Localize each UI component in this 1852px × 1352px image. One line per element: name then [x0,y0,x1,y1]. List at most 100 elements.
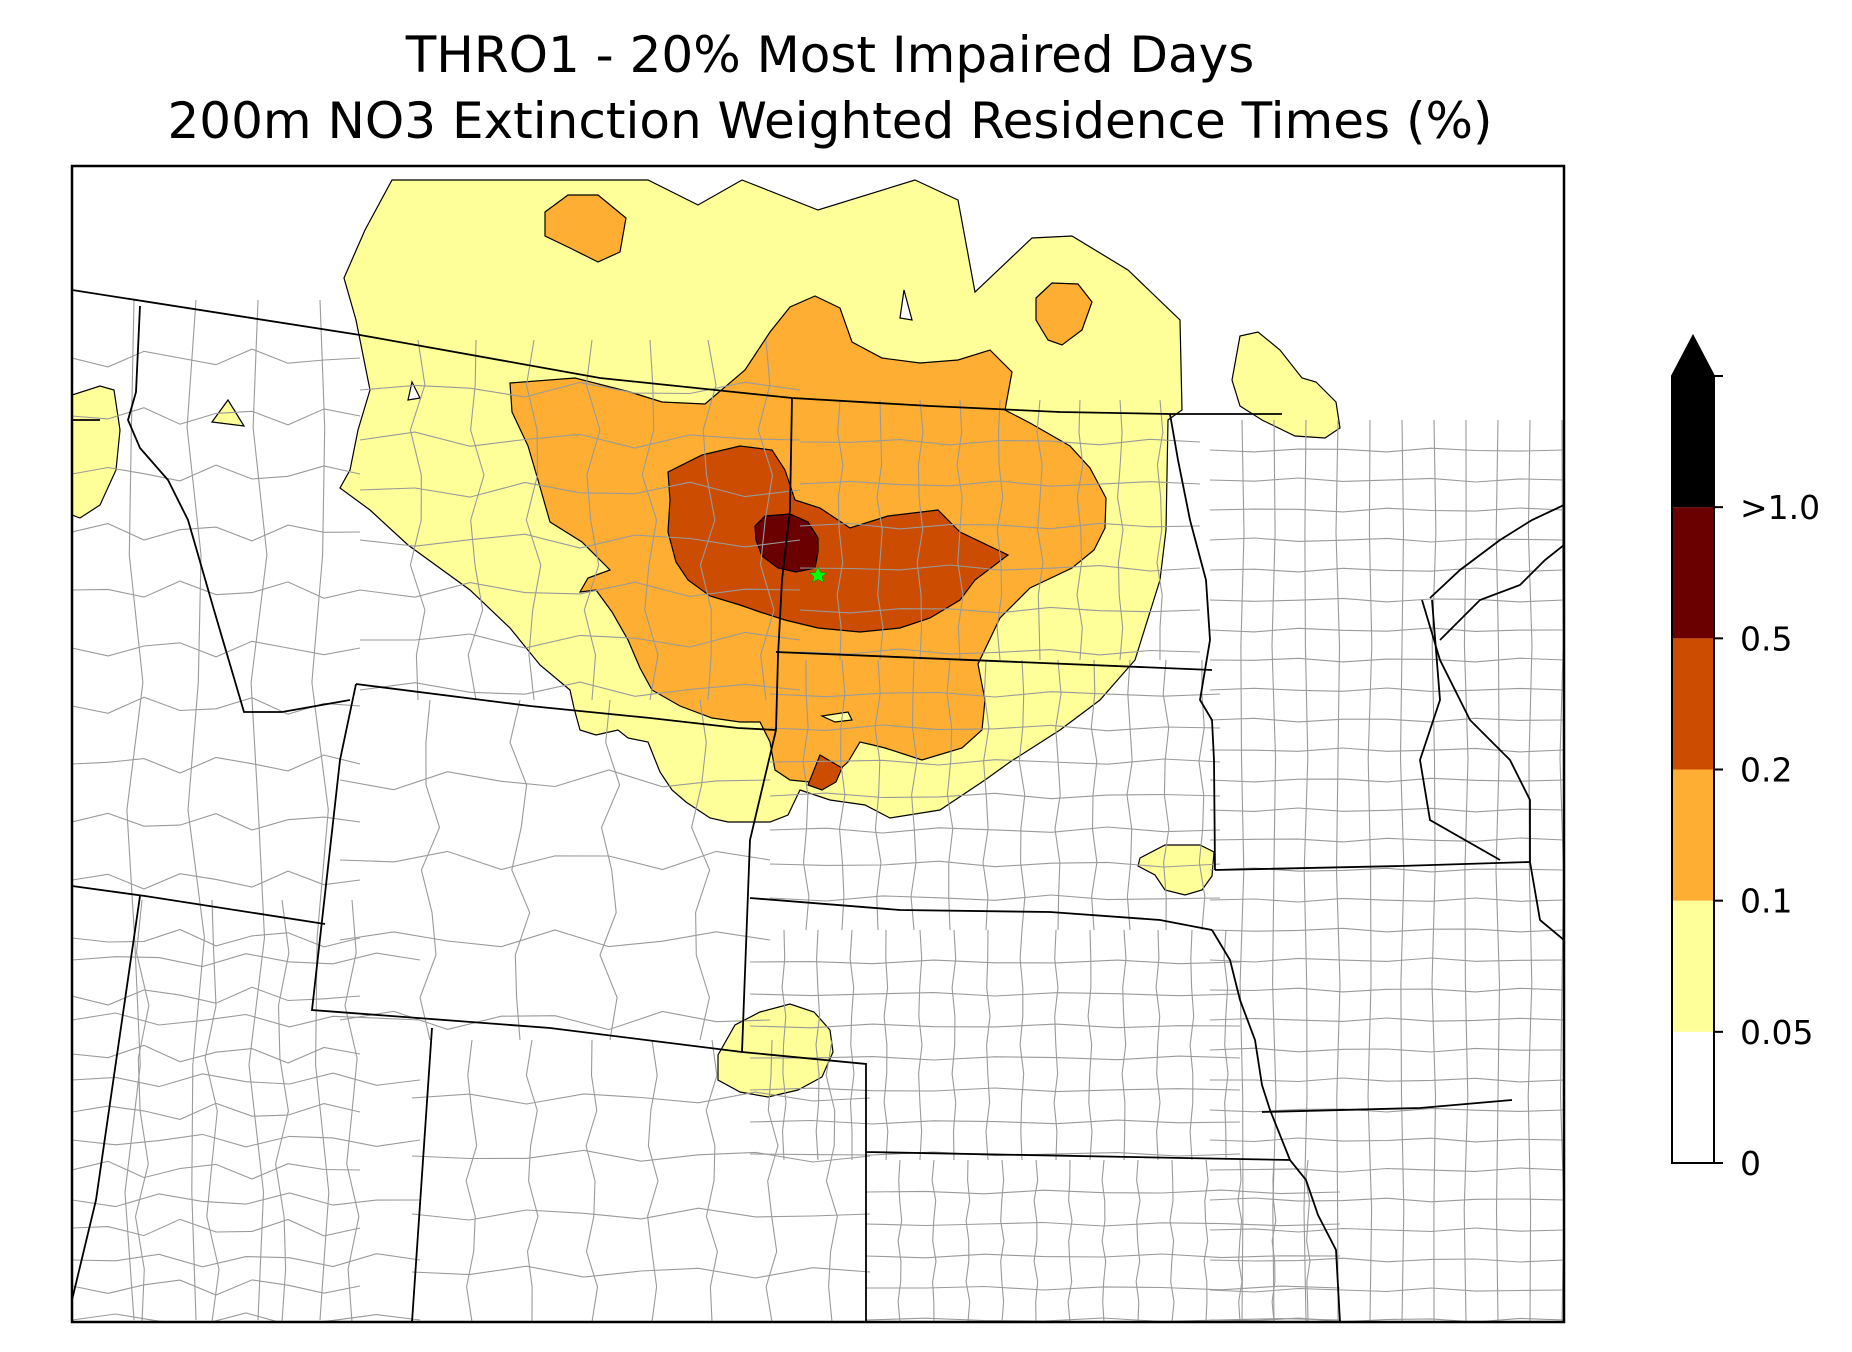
contour-0.05-east [1231,331,1341,439]
county-line [1209,957,1564,963]
utah-idaho-boundary [72,885,326,925]
county-line [1463,419,1469,1322]
county-line [72,464,361,482]
north-south-dakota-boundary [775,651,1213,671]
county-line [1033,1159,1039,1322]
county-line [359,681,801,697]
county-line [1209,567,1564,573]
county-line [799,522,1201,530]
county-line [1209,657,1564,663]
county-line [1209,897,1564,903]
county-line [134,899,150,1322]
county-line [72,1133,421,1148]
county-line [916,399,924,661]
county-line [124,299,144,1321]
county-line [1135,1159,1141,1322]
county-line [691,699,711,1041]
county-line [769,860,1221,868]
county-line [583,339,601,701]
county-line [1209,1227,1564,1233]
county-line [897,1159,903,1322]
county-line [1169,1159,1175,1322]
colorado-utah-boundary [411,1027,433,1322]
county-line [647,1039,659,1322]
county-line [72,754,361,774]
county-line [1209,1257,1564,1263]
county-line [883,929,889,1161]
county-line [1210,1077,1564,1083]
county-line [1239,419,1245,1322]
county-line [599,699,621,1041]
colorbar-tick-label: 0.2 [1740,751,1792,790]
county-line [799,648,1201,656]
county-line [1431,419,1437,1322]
county-line [836,399,844,661]
county-line [799,438,1201,446]
county-line [1209,1017,1564,1022]
county-line [525,1039,539,1322]
canada-border [72,289,1282,415]
county-line [72,348,361,368]
county-line [749,959,1241,965]
county-line [1018,659,1026,931]
county-line [186,299,205,1321]
title-line-1: THRO1 - 20% Most Impaired Days [405,26,1255,84]
county-line [467,339,485,701]
county-line [1209,1167,1564,1173]
map-title: THRO1 - 20% Most Impaired Days 200m NO3 … [0,22,1660,154]
county-line [72,952,421,968]
county-line [585,1039,599,1322]
county-line [359,431,801,449]
county-line [769,758,1221,766]
county-line [799,480,1201,487]
county-line [248,299,268,1321]
montana-idaho-boundary [127,305,351,713]
county-line [1209,1047,1564,1053]
county-line [419,699,441,1041]
county-line [951,929,957,1161]
county-line [1054,659,1062,931]
colorbar-band-1 [1672,900,1714,1032]
county-line [1036,399,1044,661]
state-boundaries [72,289,1564,1322]
county-line [339,929,771,948]
county-line [1367,419,1373,1322]
county-line [1209,1317,1564,1322]
county-line [1203,1159,1209,1322]
iowa-missouri-boundary [1261,1099,1513,1113]
county-line [1209,507,1564,513]
county-line [1209,807,1564,813]
county-line [996,399,1004,661]
county-line [874,659,882,931]
missouri-river-boundary [1211,929,1341,1322]
county-line [802,659,810,931]
county-boundaries [72,299,1564,1322]
colorbar-band-4 [1672,507,1714,639]
county-line [865,1189,1341,1195]
county-line [825,1039,838,1322]
county-line [72,523,361,542]
county-line [204,899,220,1322]
county-line [359,533,801,549]
county-line [311,299,330,1321]
county-line [1000,1159,1005,1322]
county-line [72,1218,361,1237]
county-line [1209,687,1564,692]
county-line [72,928,361,948]
county-line [982,659,990,931]
county-line [411,1149,871,1163]
county-line [757,339,775,701]
county-line [1271,1159,1277,1322]
colorbar-tick-label: 0.05 [1740,1013,1813,1052]
colorbar-band-2 [1672,769,1714,901]
colorbar-band-3 [1672,638,1714,770]
county-line [769,894,1221,902]
county-line [865,1221,1341,1227]
contour-0.2 [667,445,1010,791]
county-line [1090,659,1098,931]
county-line [815,929,821,1161]
county-line [72,1312,421,1322]
county-line [1209,1197,1564,1203]
colorbar-ticks: 0 0.05 0.1 0.2 0.5 >1.0 [1714,375,1820,1183]
title-line-2: 200m NO3 Extinction Weighted Residence T… [167,92,1493,150]
